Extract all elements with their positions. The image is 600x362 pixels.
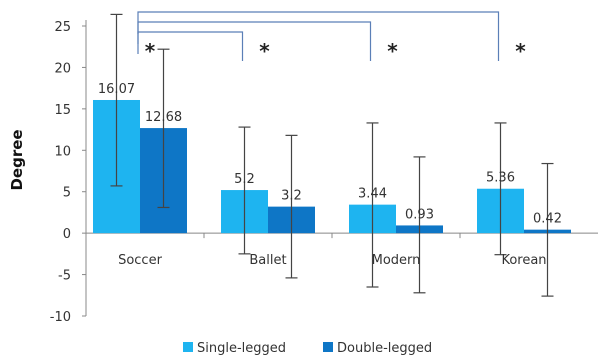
significance-star: * <box>515 39 526 63</box>
data-label: 3.2 <box>281 189 302 204</box>
significance-star-soccer: * <box>145 39 156 63</box>
legend-label: Single-legged <box>197 341 286 356</box>
data-label: 0.42 <box>533 212 562 227</box>
x-tick-label: Ballet <box>249 253 286 268</box>
y-tick-label: -10 <box>50 310 71 325</box>
data-label: 12.68 <box>145 110 182 125</box>
y-tick-label: -5 <box>58 269 71 284</box>
significance-star: * <box>387 39 398 63</box>
legend-swatch <box>323 342 333 352</box>
y-tick-label: 20 <box>54 61 71 76</box>
data-label: 16.07 <box>98 82 135 97</box>
y-tick-label: 25 <box>54 20 71 35</box>
data-label: 3.44 <box>358 187 387 202</box>
y-tick-label: 0 <box>63 227 71 242</box>
x-tick-label: Korean <box>501 253 546 268</box>
y-tick-label: 5 <box>63 186 71 201</box>
legend-label: Double-legged <box>337 341 432 356</box>
significance-bracket <box>137 21 372 61</box>
legend-swatch <box>183 342 193 352</box>
data-label: 0.93 <box>405 207 434 222</box>
y-tick-label: 15 <box>54 103 71 118</box>
x-tick-label: Soccer <box>118 253 162 268</box>
x-tick-label: Modern <box>372 253 421 268</box>
y-tick-label: 10 <box>54 144 71 159</box>
significance-star: * <box>259 39 270 63</box>
data-label: 5.2 <box>234 172 255 187</box>
y-axis-title: Degree <box>8 129 26 190</box>
significance-bracket <box>137 11 500 61</box>
data-label: 5.36 <box>486 171 515 186</box>
